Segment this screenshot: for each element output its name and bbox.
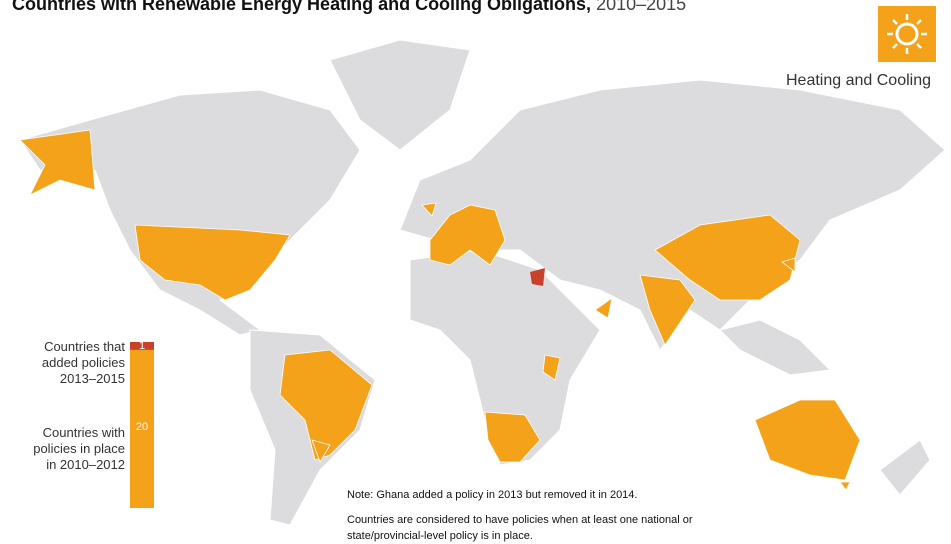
legend-segment	[130, 342, 154, 350]
title: Countries with Renewable Energy Heating …	[12, 0, 686, 15]
legend-label: Countries with policies in place in 2010…	[33, 425, 125, 472]
logo	[878, 6, 936, 62]
legend-bar: 20 1	[130, 340, 154, 508]
legend-value: 20	[136, 421, 148, 433]
countries-with-policies	[19, 129, 861, 491]
section-label: Heating and Cooling	[786, 72, 931, 89]
legend-label: Countries that added policies 2013–2015	[41, 339, 125, 386]
title-years: 2010–2015	[596, 0, 687, 14]
legend-segment	[130, 349, 154, 508]
note: Note: Ghana added a policy in 2013 but r…	[347, 489, 638, 501]
legend-value: 1	[139, 340, 145, 352]
country-added-policy	[530, 268, 545, 286]
note: Countries are considered to have policie…	[347, 514, 693, 542]
title-text: Countries with Renewable Energy Heating …	[12, 0, 592, 14]
